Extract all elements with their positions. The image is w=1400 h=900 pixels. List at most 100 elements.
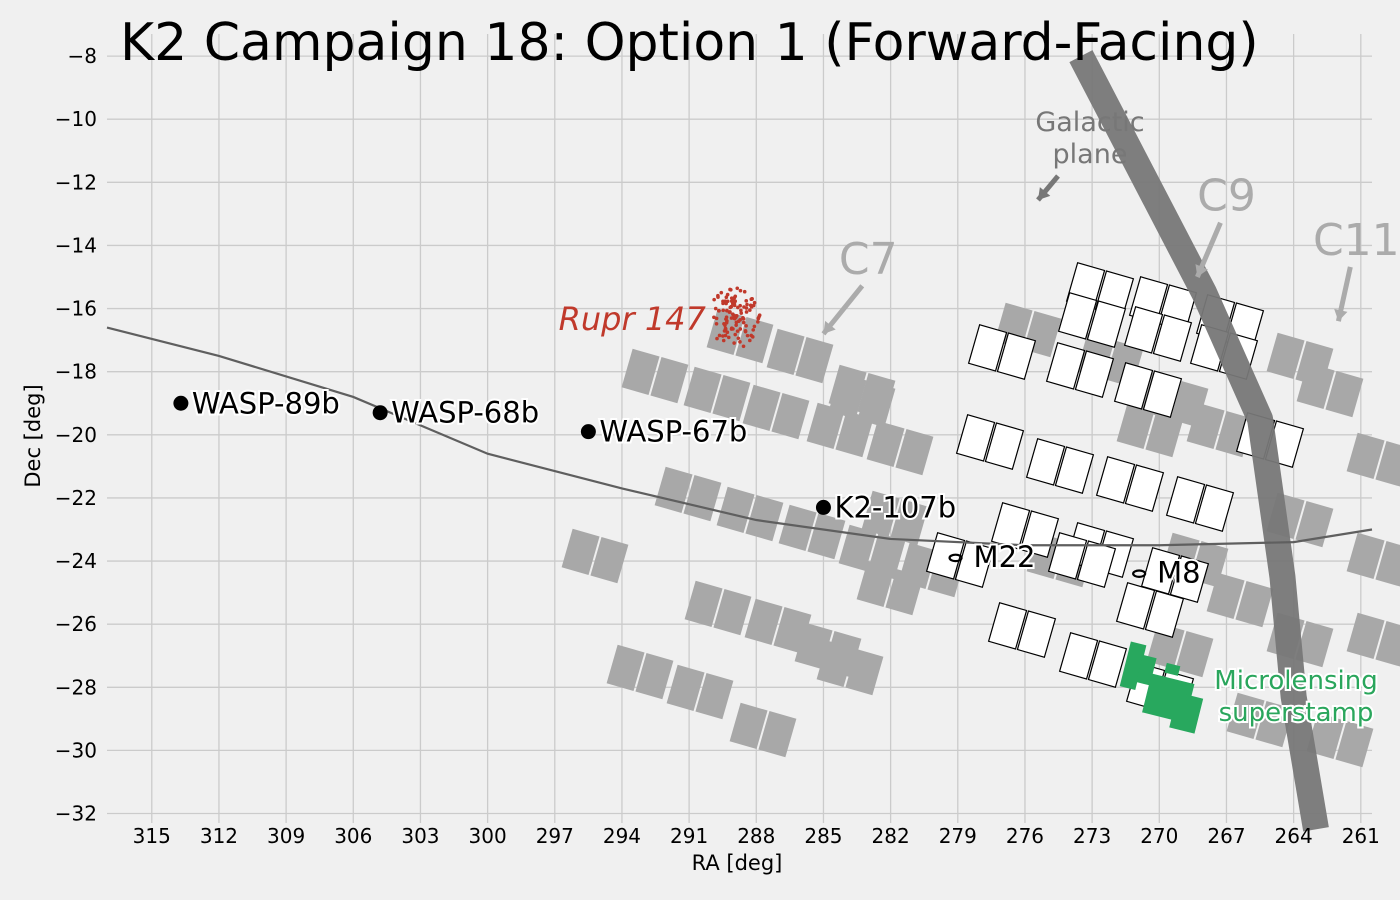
ccd-chip: [828, 372, 867, 419]
ccd-chip: [835, 411, 874, 458]
campaign-arrow: [821, 284, 865, 336]
ccd-chip: [1045, 342, 1086, 390]
ccd-chip: [1145, 411, 1184, 458]
galactic-plane-label-line2: plane: [1053, 139, 1128, 170]
ccd-module: [1058, 632, 1128, 688]
planet-label: WASP-68b: [391, 396, 539, 430]
ccd-chip: [845, 649, 884, 696]
rupr-147-star: [738, 288, 743, 293]
y-axis-label: Dec [deg]: [21, 384, 45, 487]
field-of-view-footprints: [561, 262, 1400, 768]
ccd-chip: [1335, 721, 1374, 768]
annotations: Rupr 147 C7 C9 C11: [559, 171, 1400, 338]
campaign-arrow-head: [823, 320, 836, 334]
ccd-chip: [1266, 332, 1305, 379]
ccd-module: [742, 384, 810, 440]
x-tick-label: 279: [939, 824, 977, 848]
y-tick-label: −24: [55, 549, 97, 573]
ccd-module: [1306, 712, 1374, 768]
y-tick-label: −22: [55, 486, 97, 510]
ccd-module: [744, 598, 812, 654]
x-tick-label: 264: [1275, 824, 1313, 848]
ccd-chip: [590, 537, 629, 584]
rupr-147-star: [743, 329, 748, 333]
x-tick-label: 300: [469, 824, 507, 848]
rupr-147-star: [716, 295, 720, 299]
x-tick-label: 309: [267, 824, 305, 848]
ccd-chip: [716, 486, 755, 533]
ccd-chip: [1054, 446, 1095, 494]
rupr-147-star: [733, 332, 738, 337]
ccd-module: [861, 490, 929, 546]
rupr-147-star: [728, 310, 732, 314]
microlensing-superstamp: [1119, 641, 1204, 734]
ccd-module: [866, 420, 934, 476]
ccd-module: [1346, 532, 1400, 588]
ccd-chip: [666, 664, 705, 711]
ccd-chip: [771, 393, 810, 440]
ccd-chip: [1057, 292, 1098, 340]
ccd-chip: [1296, 362, 1335, 409]
rupr-147-star: [745, 333, 750, 338]
ccd-chip: [1144, 590, 1185, 638]
rupr-147-star: [714, 316, 719, 321]
ccd-module: [967, 324, 1037, 380]
galactic-plane-band: [1069, 50, 1329, 832]
x-tick-label: 276: [1006, 824, 1044, 848]
ccd-chip: [890, 499, 929, 546]
ccd-chip: [861, 490, 900, 537]
ccd-chip: [1124, 464, 1165, 512]
rupr-147-star: [736, 336, 741, 341]
ccd-module: [1113, 362, 1183, 418]
planet-label: WASP-67b: [599, 415, 747, 449]
y-tick-label: −30: [55, 738, 97, 762]
ccd-chip: [1016, 610, 1057, 658]
rupr-147-star: [722, 329, 727, 333]
galactic-plane-line: [1069, 50, 1329, 832]
ccd-chip: [684, 580, 723, 627]
ccd-chip: [1194, 484, 1235, 532]
rupr-147-star: [715, 336, 719, 341]
rupr-147-star: [724, 301, 728, 306]
rupr-147-star: [733, 294, 738, 299]
y-tick-label: −10: [55, 107, 97, 131]
ccd-chip: [984, 422, 1025, 470]
rupr-147-star: [725, 330, 730, 334]
ccd-chip: [1115, 582, 1156, 630]
rupr-147-star: [732, 316, 737, 321]
planet-label: WASP-89b: [192, 386, 340, 420]
ccd-chip: [1123, 306, 1164, 354]
ccd-chip: [806, 402, 845, 449]
rupr-147-star: [735, 286, 740, 291]
ccd-module: [1045, 342, 1115, 398]
ccd-module: [1165, 476, 1235, 532]
rupr-147-star: [752, 300, 757, 305]
x-tick-label: 291: [670, 824, 708, 848]
rupr-147-star: [745, 302, 749, 307]
ccd-chip: [1025, 438, 1066, 486]
ecliptic-line: [106, 326, 1373, 547]
ccd-module: [1123, 306, 1193, 362]
rupr-147-star: [750, 335, 755, 339]
campaign-label: C9: [1197, 171, 1256, 222]
ccd-chip: [1165, 476, 1206, 524]
rupr-147-star: [728, 287, 732, 292]
ccd-module: [621, 348, 689, 404]
ccd-chip: [1086, 300, 1127, 348]
cluster-label: M22: [974, 540, 1036, 574]
rupr-147-star: [725, 319, 729, 323]
x-tick-label: 261: [1342, 824, 1380, 848]
ccd-module: [856, 560, 924, 616]
x-tick-label: 267: [1207, 824, 1245, 848]
ccd-chip: [766, 328, 805, 375]
rupr-147-star: [741, 320, 746, 325]
ccd-module: [828, 372, 896, 428]
ccd-chip: [1226, 692, 1265, 739]
x-tick-label: 303: [401, 824, 439, 848]
ccd-chip: [683, 366, 722, 413]
rupr-147-star: [712, 315, 716, 320]
rupr-147-star: [741, 344, 746, 349]
cluster-label: M8: [1157, 556, 1200, 590]
ccd-module: [1346, 432, 1400, 488]
rupr-147-star: [738, 340, 742, 344]
